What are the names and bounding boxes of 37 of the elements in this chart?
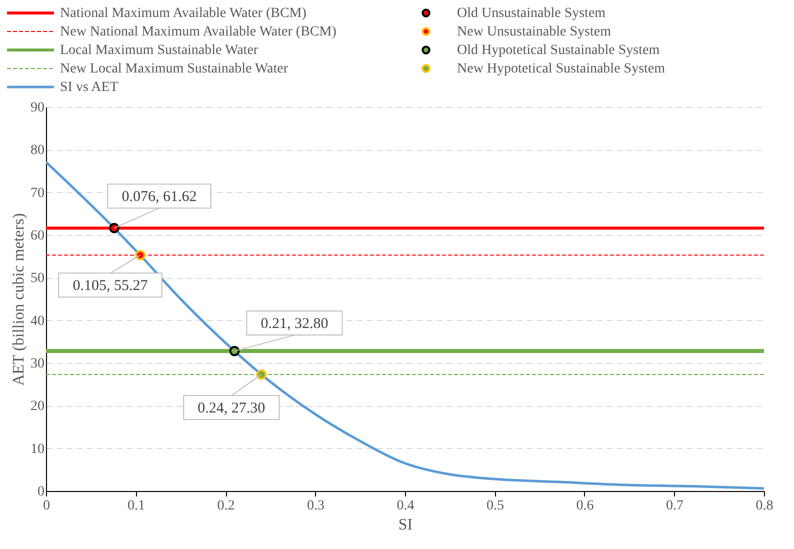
point [135,250,146,260]
legend-label: SI vs AET [60,80,119,95]
y-tick-label: 40 [30,314,44,329]
y-tick-label: 20 [30,399,44,414]
annotation: 0.21, 32.80 [260,316,328,332]
legend-label: Local Maximum Sustainable Water [60,43,258,58]
x-tick-label: 0.6 [576,498,594,514]
x-tick-label: 0.2 [217,498,235,514]
y-tick-label: 30 [30,356,44,372]
x-tick-label: 0.7 [666,498,684,514]
point [109,222,120,234]
legend-label: Old Hypotetical Sustainable System [457,43,660,58]
legend-label: National Maximum Available Water (BCM) [60,6,307,21]
x-tick-label: 0.4 [396,498,414,514]
y-tick-label: 70 [30,186,44,201]
legend-label: New National Maximum Available Water (BCM) [60,24,337,40]
legend-label: New Local Maximum Sustainable Water [60,62,288,76]
y-tick-label: 10 [30,442,44,457]
y-tick-label: 80 [30,143,44,158]
x-tick-label: 0.1 [128,498,145,514]
y-tick-label: 0 [38,484,44,500]
y-tick-label: 60 [30,228,44,244]
x-tick-label: 0.3 [307,498,324,514]
legend-label: Old Unsustainable System [457,6,606,21]
point [229,346,240,356]
legend-label: New Hypotetical Sustainable System [457,62,666,76]
x-tick-label: 0.5 [486,498,504,514]
y-tick-label: 50 [30,271,44,286]
point [256,369,267,380]
y-tick-label: 90 [30,100,44,116]
annotation: 0.076, 61.62 [122,189,197,206]
y-axis-title: AET (billion cubic meters) [10,213,28,386]
annotation: 0.24, 27.30 [198,400,266,417]
x-axis-title: SI [398,516,413,534]
x-tick-label: 0.8 [756,498,774,514]
annotation: 0.105, 55.27 [72,278,148,294]
legend-label: New Unsustainable System [457,24,612,40]
